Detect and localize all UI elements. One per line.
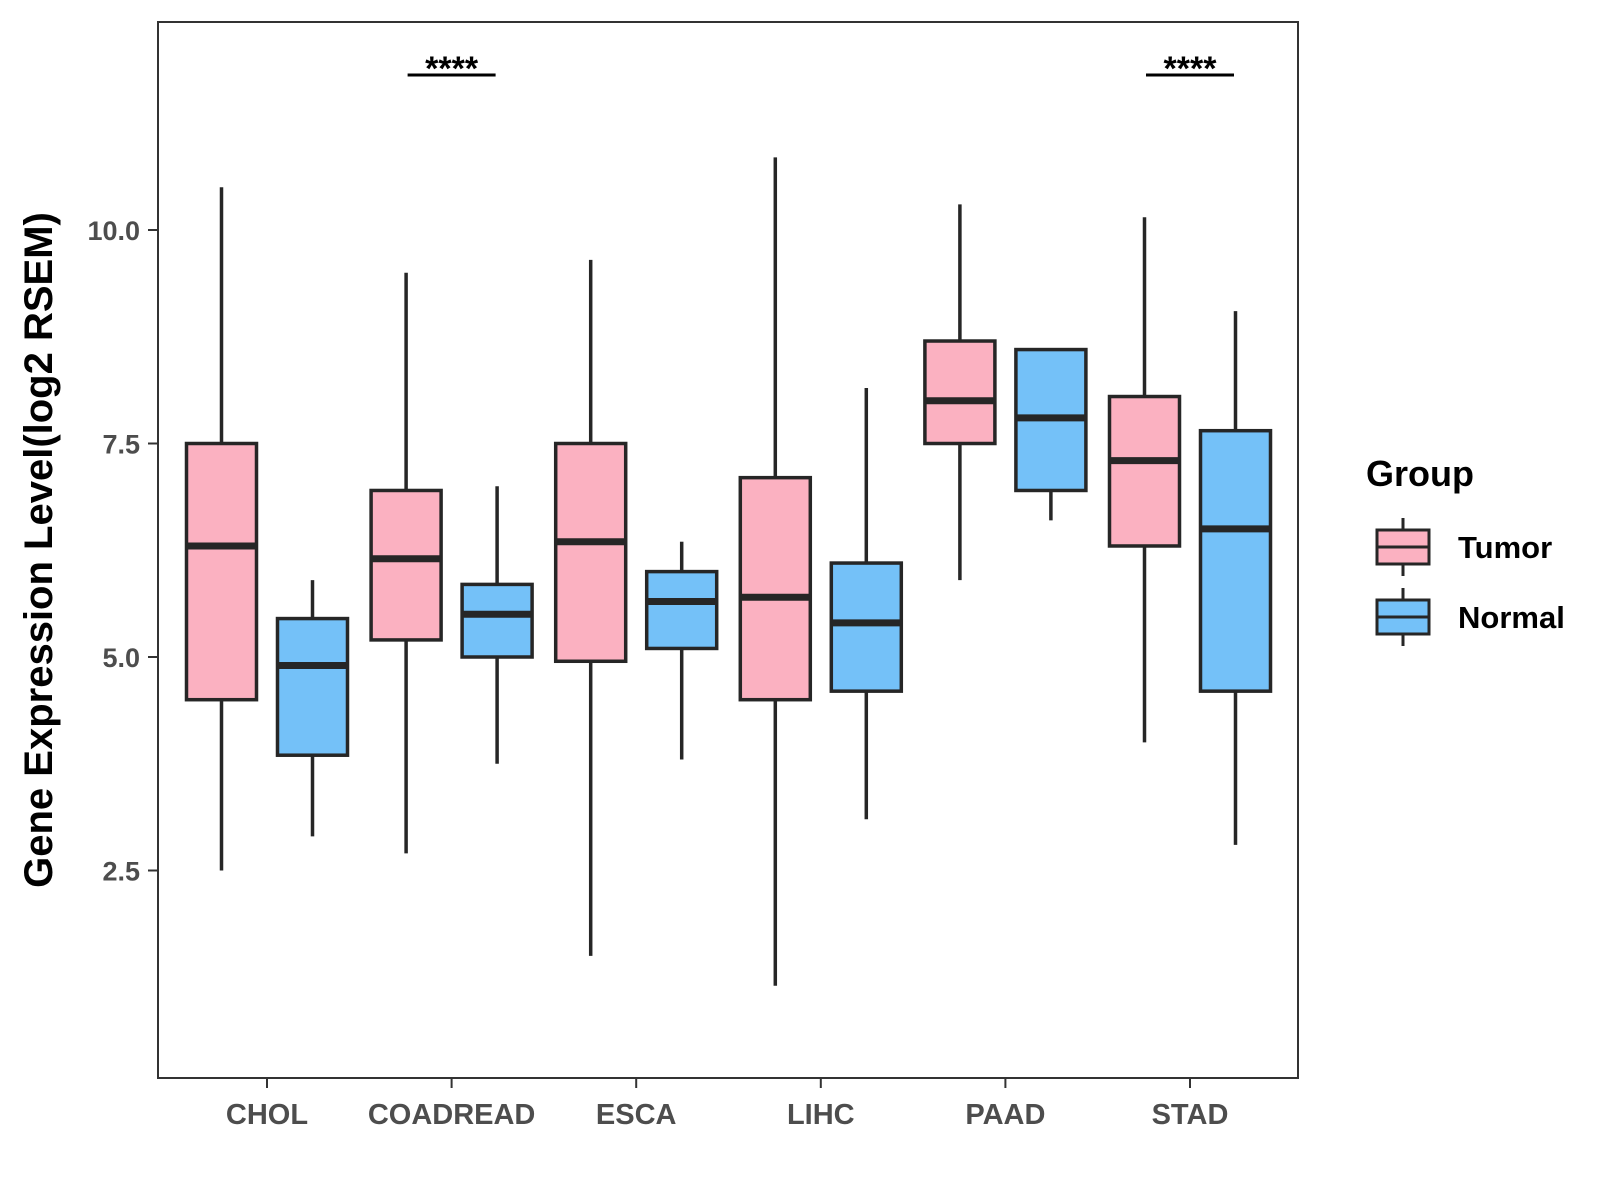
y-axis: 2.5 5.0 7.5 10.0 <box>87 216 158 887</box>
y-axis-title: Gene Expression Level(log2 RSEM) <box>17 212 61 888</box>
box-normal-paad <box>1014 347 1088 521</box>
y-tick-label: 7.5 <box>102 430 140 460</box>
y-tick-label: 5.0 <box>102 643 140 673</box>
box-body <box>553 441 628 664</box>
legend-title: Group <box>1366 453 1474 494</box>
x-tick-label: ESCA <box>596 1099 677 1131</box>
x-tick-label: PAAD <box>965 1099 1045 1131</box>
y-tick-label: 10.0 <box>87 216 140 246</box>
x-tick-label: STAD <box>1152 1099 1229 1131</box>
box-normal-esca <box>644 541 719 760</box>
box-body <box>184 441 259 702</box>
legend: Group Tumor Normal <box>1366 453 1565 646</box>
box-tumor-esca <box>553 259 628 956</box>
box-body <box>460 582 534 659</box>
box-body <box>1107 394 1182 548</box>
legend-label-tumor: Tumor <box>1458 530 1552 565</box>
box-body <box>829 561 904 693</box>
box-series <box>184 157 1273 986</box>
box-normal-stad <box>1198 311 1273 845</box>
x-axis: CHOL COADREAD ESCA LIHC PAAD STAD <box>226 1078 1228 1131</box>
box-normal-coadread <box>460 486 534 764</box>
significance-annotations: **** **** <box>407 50 1234 88</box>
x-tick-label: CHOL <box>226 1099 308 1131</box>
significance-label: **** <box>425 50 479 88</box>
significance-label: **** <box>1164 50 1218 88</box>
box-normal-lihc <box>829 387 904 820</box>
box-tumor-lihc <box>738 157 813 986</box>
box-body <box>275 616 350 757</box>
box-body <box>369 488 443 642</box>
plot-panel <box>157 21 1299 1079</box>
x-tick-label: LIHC <box>787 1099 855 1131</box>
x-tick-label: COADREAD <box>368 1099 536 1131</box>
box-tumor-chol <box>184 187 259 871</box>
box-normal-chol <box>275 580 350 837</box>
box-body <box>1198 428 1273 693</box>
box-body <box>738 475 813 702</box>
legend-label-normal: Normal <box>1458 600 1565 635</box>
box-body <box>644 569 719 651</box>
box-tumor-paad <box>923 204 997 581</box>
box-tumor-coadread <box>369 272 443 854</box>
box-body <box>923 339 997 446</box>
box-tumor-stad <box>1107 217 1182 743</box>
y-tick-label: 2.5 <box>102 857 140 887</box>
